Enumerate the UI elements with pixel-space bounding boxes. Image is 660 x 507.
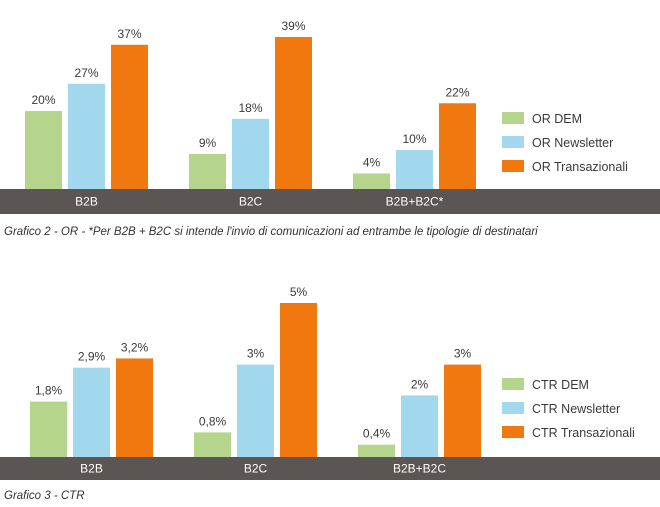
chart-2-data-label: 2% (411, 377, 429, 391)
chart-1-data-label: 39% (281, 19, 305, 33)
chart-2-category-label: B2C (244, 462, 268, 476)
chart-1-bar (25, 111, 62, 189)
chart-1-bar (111, 44, 148, 189)
chart-2-legend-swatch (502, 426, 524, 438)
chart-1-bar (189, 153, 226, 189)
chart-1-data-label: 18% (238, 101, 262, 115)
chart-1-data-label: 20% (31, 93, 55, 107)
chart-2-bar (194, 432, 231, 457)
chart-2-bar (358, 444, 395, 457)
chart-2-data-label: 5% (290, 285, 308, 299)
chart-1-legend-label: OR Transazionali (532, 160, 628, 174)
chart-1-data-label: 10% (402, 132, 426, 146)
chart-1-bar (396, 150, 433, 189)
chart-2-data-label: 1,8% (35, 384, 63, 398)
chart-2-bar (30, 401, 67, 457)
chart-2-category-label: B2B (80, 462, 103, 476)
chart-2-bar (444, 364, 481, 457)
chart-2-bar (237, 364, 274, 457)
chart-1-bar (353, 173, 390, 189)
chart-2-bar (280, 303, 317, 457)
chart-2-data-label: 3,2% (121, 340, 149, 354)
chart-2-legend-label: CTR Transazionali (532, 426, 635, 440)
chart-1-data-label: 4% (363, 155, 381, 169)
chart-2-category-label: B2B+B2C (393, 462, 446, 476)
chart-1-bar (68, 83, 105, 189)
chart-2-baseline-band (0, 457, 660, 480)
chart-2-legend-swatch (502, 402, 524, 414)
chart-1-legend-swatch (502, 112, 524, 124)
chart-2-data-label: 3% (247, 347, 265, 361)
chart-1-legend-label: OR DEM (532, 112, 582, 126)
chart-2-bar (401, 395, 438, 457)
chart-1-legend-swatch (502, 160, 524, 172)
chart-2-data-label: 0,8% (199, 414, 227, 428)
chart-1-category-label: B2B (75, 195, 98, 209)
chart-2-data-label: 0,4% (363, 427, 391, 441)
chart-1-baseline-band (0, 189, 660, 214)
chart-2-data-label: 3% (454, 347, 472, 361)
chart-2-legend-label: CTR DEM (532, 378, 589, 392)
chart-2-caption: Grafico 3 - CTR (4, 490, 85, 502)
chart-2-bar (116, 358, 153, 457)
chart-1-data-label: 37% (117, 27, 141, 41)
chart-1-data-label: 27% (74, 66, 98, 80)
chart-1-legend-label: OR Newsletter (532, 136, 613, 150)
chart-1-bar (439, 103, 476, 189)
chart-1-caption: Grafico 2 - OR - *Per B2B + B2C si inten… (4, 226, 538, 238)
chart-1-category-label: B2C (239, 195, 263, 209)
chart-1-category-label: B2B+B2C* (386, 195, 444, 209)
chart-1-bar (232, 118, 269, 189)
chart-2-data-label: 2,9% (78, 350, 106, 364)
chart-2-legend-swatch (502, 378, 524, 390)
chart-2-legend-label: CTR Newsletter (532, 402, 620, 416)
chart-2-bar (73, 367, 110, 457)
chart-1-legend-swatch (502, 136, 524, 148)
chart-1-bar (275, 37, 312, 189)
chart-1-data-label: 22% (445, 85, 469, 99)
chart-1-data-label: 9% (199, 136, 217, 150)
